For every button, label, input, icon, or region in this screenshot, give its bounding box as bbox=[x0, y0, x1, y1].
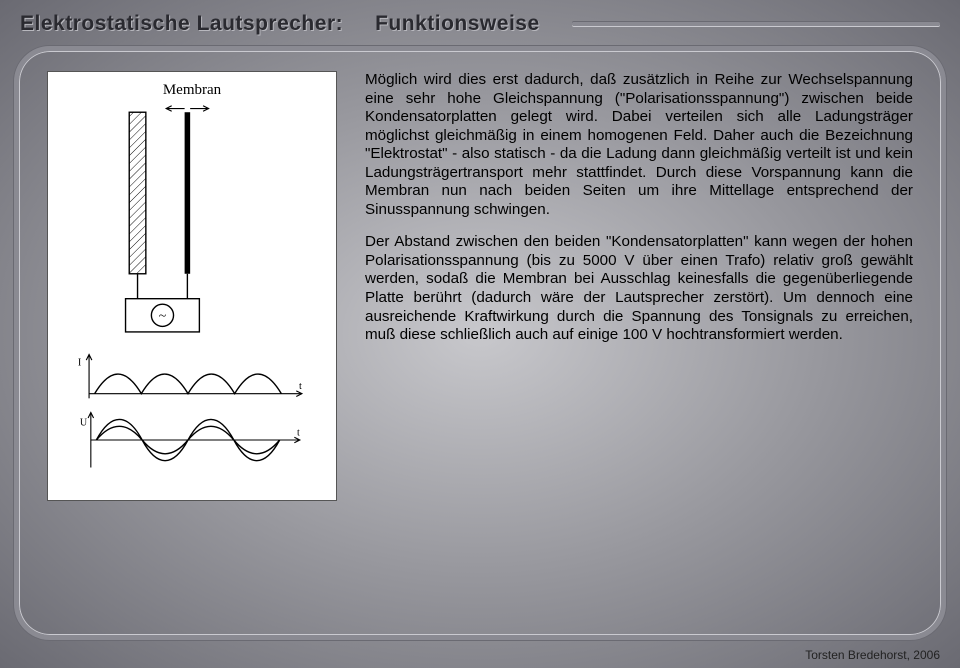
waveform-u: U t bbox=[58, 407, 318, 473]
svg-text:~: ~ bbox=[159, 308, 167, 323]
title-sub: Funktionsweise bbox=[375, 12, 540, 36]
membrane-diagram: ~ bbox=[62, 103, 322, 343]
svg-text:t: t bbox=[299, 381, 302, 392]
paragraph-2: Der Abstand zwischen den beiden "Kondens… bbox=[365, 233, 913, 344]
title-main: Elektrostatische Lautsprecher: bbox=[20, 12, 343, 36]
waveform-i: I t bbox=[58, 347, 318, 403]
header-bar: Elektrostatische Lautsprecher: Funktions… bbox=[20, 12, 940, 36]
svg-text:t: t bbox=[297, 427, 300, 438]
diagram-box: Membran bbox=[47, 71, 337, 501]
footer-credit: Torsten Bredehorst, 2006 bbox=[805, 648, 940, 662]
header-line bbox=[572, 22, 940, 26]
paragraph-1: Möglich wird dies erst dadurch, daß zusä… bbox=[365, 71, 913, 219]
svg-text:U: U bbox=[80, 417, 88, 428]
content-frame: Membran bbox=[14, 46, 946, 640]
svg-text:I: I bbox=[78, 358, 82, 369]
text-column: Möglich wird dies erst dadurch, daß zusä… bbox=[365, 71, 913, 615]
diagram-column: Membran bbox=[47, 71, 337, 615]
diagram-label-membran: Membran bbox=[58, 82, 326, 99]
